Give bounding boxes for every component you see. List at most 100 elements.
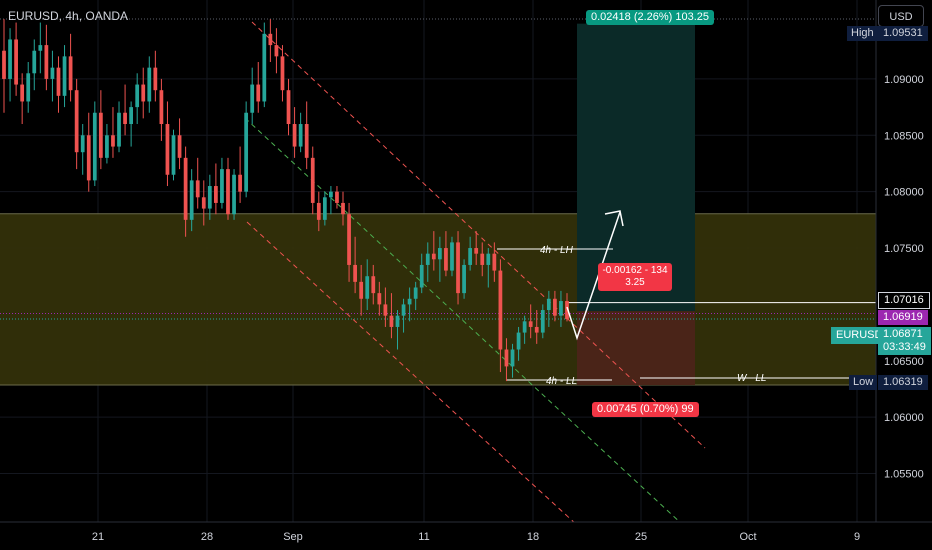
candle-body [117, 112, 121, 147]
candle-body [123, 112, 127, 125]
candle-body [32, 50, 37, 74]
candle-body [510, 349, 515, 367]
candle-body [147, 67, 152, 102]
candle-body [171, 135, 176, 175]
candle-body [135, 84, 140, 108]
candle-body [310, 157, 315, 203]
candle-body [413, 287, 418, 299]
price-tick-label: 1.09000 [884, 74, 924, 86]
grid-layer [0, 0, 876, 522]
candle-body [425, 253, 430, 265]
candle-body [298, 124, 303, 147]
candle-body [286, 90, 291, 125]
current-price: 1.06871 [883, 328, 923, 340]
candle-body [280, 56, 285, 91]
candle-body [292, 124, 297, 147]
candle-body [353, 264, 357, 282]
candle-body [504, 349, 509, 367]
candle-body [474, 248, 479, 254]
channel-upper-line [251, 21, 706, 449]
candle-body [56, 67, 61, 96]
candle-body [522, 321, 527, 333]
time-tick-label: Oct [739, 531, 756, 543]
candle-body [456, 242, 460, 294]
candle-body [129, 107, 134, 125]
channel-lower-line [246, 221, 578, 526]
stop-loss-label: 0.00745 (0.70%) 99 [592, 402, 699, 417]
candle-body [401, 304, 406, 316]
candle-body [214, 186, 218, 203]
level-white-tag: 1.07016 [878, 292, 930, 309]
candle-body [44, 45, 49, 79]
label-4h-ll: 4h - LL [546, 376, 577, 387]
candle-body [153, 67, 158, 91]
price-axis-bg [876, 0, 932, 550]
projection-arrowhead [604, 210, 624, 227]
candle-body [498, 270, 503, 350]
candle-body [220, 169, 224, 203]
channel-mid-line [244, 117, 684, 526]
candle-body [431, 253, 436, 260]
candle-body [462, 264, 466, 294]
candle-body [195, 180, 200, 198]
candle-body [534, 326, 539, 333]
time-tick-label: 9 [854, 531, 860, 543]
candle-body [486, 253, 491, 265]
supply-demand-zone [0, 213, 876, 386]
candle-body [480, 253, 485, 265]
candle-body [492, 253, 497, 271]
candle-body [419, 264, 424, 288]
candle-body [268, 33, 273, 46]
candle-body [437, 248, 442, 260]
price-tick-label: 1.07500 [884, 243, 924, 255]
currency-button[interactable]: USD [878, 5, 924, 27]
candle-body [20, 84, 25, 102]
time-tick-label: 21 [92, 531, 104, 543]
candle-body [468, 248, 473, 265]
symbol-title[interactable]: EURUSD, 4h, OANDA [8, 9, 129, 23]
candle-body [50, 67, 55, 79]
candle-body [183, 157, 188, 220]
candle-body [165, 124, 170, 175]
candle-body [274, 45, 279, 57]
candle-body [189, 180, 194, 220]
current-price-tag: 1.06871 03:33:49 [878, 327, 931, 355]
candle-body [105, 135, 109, 158]
candle-body [62, 56, 67, 96]
candle-body [262, 33, 267, 102]
time-tick-label: Sep [283, 531, 303, 543]
candle-body [365, 276, 370, 299]
candle-body [256, 84, 261, 102]
projection-path [566, 211, 621, 341]
candle-body [74, 90, 79, 153]
bar-countdown: 03:33:49 [883, 341, 926, 353]
measure-line2: 3.25 [625, 277, 645, 288]
candle-body [238, 174, 242, 192]
candle-body [559, 301, 563, 316]
candle-body [8, 39, 12, 79]
time-tick-label: 25 [635, 531, 647, 543]
candle-body [80, 135, 85, 153]
time-tick-label: 11 [418, 531, 429, 543]
low-price-tag: 1.06319 [878, 375, 928, 390]
candle-body [377, 293, 382, 305]
candle-body [341, 202, 345, 215]
candle-body [316, 202, 321, 220]
candle-body [540, 310, 545, 333]
time-tick-label: 18 [527, 531, 539, 543]
candle-body [565, 301, 569, 320]
candle-body [26, 73, 31, 102]
candle-body [407, 298, 412, 305]
candle-body [207, 186, 212, 209]
candle-body [244, 112, 249, 192]
candle-body [335, 191, 339, 203]
label-4h-lh: 4h - LH [540, 245, 574, 256]
label-w-ll: W - LL [737, 373, 766, 384]
candle-body [516, 332, 521, 350]
candle-body [226, 169, 230, 215]
candle-body [38, 45, 43, 51]
candle-body [359, 281, 364, 299]
